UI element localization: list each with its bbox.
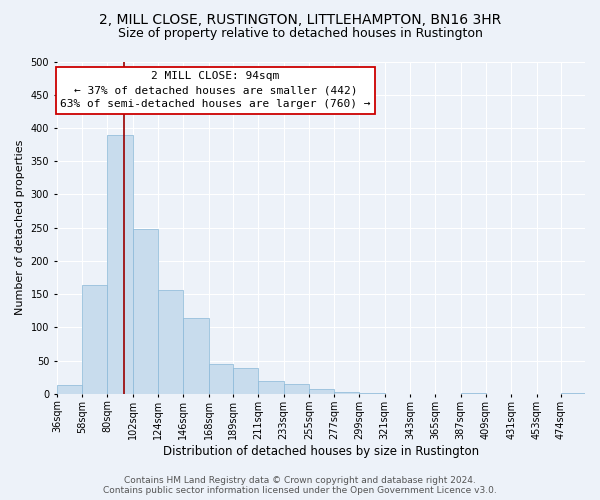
Y-axis label: Number of detached properties: Number of detached properties	[15, 140, 25, 316]
Text: Size of property relative to detached houses in Rustington: Size of property relative to detached ho…	[118, 28, 482, 40]
Bar	[284, 384, 309, 394]
Bar	[359, 393, 385, 394]
X-axis label: Distribution of detached houses by size in Rustington: Distribution of detached houses by size …	[163, 444, 479, 458]
Bar	[184, 318, 209, 394]
Bar	[158, 290, 184, 394]
Bar	[233, 368, 258, 394]
Bar	[209, 364, 233, 394]
Bar	[461, 392, 486, 394]
Bar	[309, 389, 334, 394]
Bar	[334, 392, 359, 394]
Bar	[82, 285, 107, 394]
Text: Contains HM Land Registry data © Crown copyright and database right 2024.
Contai: Contains HM Land Registry data © Crown c…	[103, 476, 497, 495]
Bar	[258, 380, 284, 394]
Bar	[133, 229, 158, 394]
Bar	[57, 384, 82, 394]
Bar	[107, 134, 133, 394]
Text: 2 MILL CLOSE: 94sqm
← 37% of detached houses are smaller (442)
63% of semi-detac: 2 MILL CLOSE: 94sqm ← 37% of detached ho…	[60, 72, 371, 110]
Bar	[561, 393, 585, 394]
Text: 2, MILL CLOSE, RUSTINGTON, LITTLEHAMPTON, BN16 3HR: 2, MILL CLOSE, RUSTINGTON, LITTLEHAMPTON…	[99, 12, 501, 26]
